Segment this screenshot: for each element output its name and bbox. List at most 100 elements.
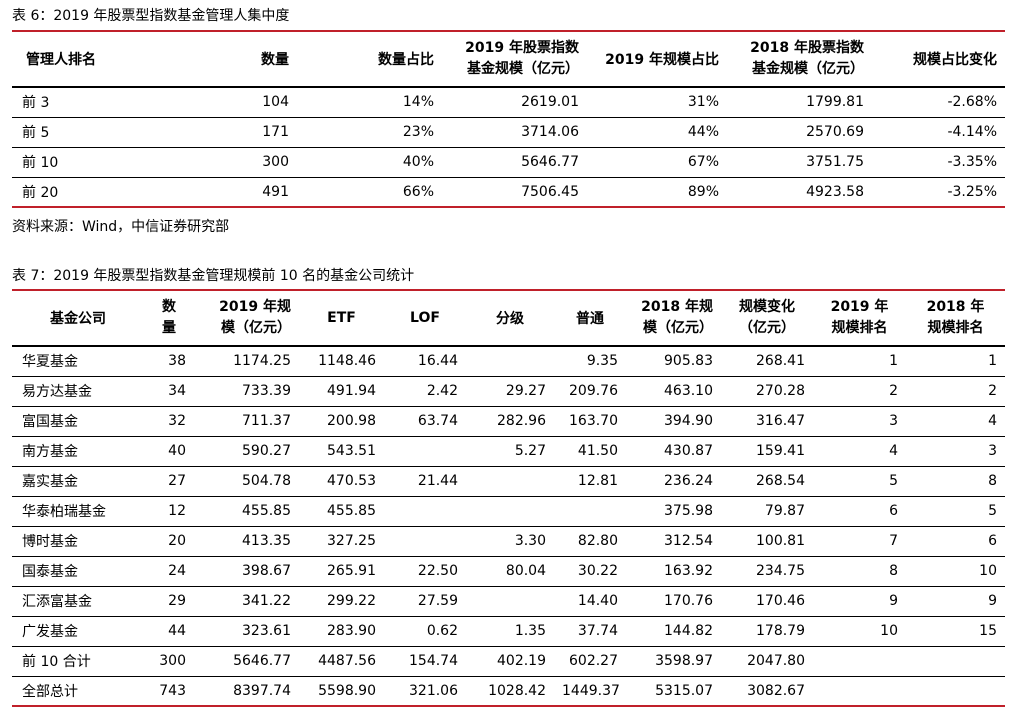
table-cell: 463.10 [664,383,713,399]
table-cell: 4487.56 [318,653,376,669]
table-cell: 3751.75 [806,154,864,170]
table-cell: 3 [988,443,997,459]
table-cell: 4923.58 [806,183,864,200]
table-cell: 6 [889,503,898,519]
table-cell: 27.59 [417,593,458,609]
table-cell: 5646.77 [521,154,579,170]
table-cell: 24 [168,563,186,579]
table-cell: 41.50 [577,443,618,459]
table-cell: 10 [979,563,997,579]
table-cell: 413.35 [242,533,291,549]
table-cell: 3598.97 [655,653,713,669]
table-cell: 2.42 [426,383,458,399]
table-row: 前 10 300 40% 5646.77 67% 3751.75 -3.35% [12,147,1005,177]
table-cell: 9 [889,593,898,609]
table-cell: 20 [168,533,186,549]
table-cell: -3.25% [947,183,997,200]
table-cell: 4 [988,413,997,429]
table-cell: -4.14% [947,124,997,140]
table-cell: 163.92 [664,563,713,579]
table-cell: 40% [402,154,434,170]
header-scale-2018-line2: 模（亿元） [643,320,713,336]
table-cell: 9.35 [586,353,618,370]
header-scale-2018-line2: 基金规模（亿元） [752,61,864,77]
table-cell: 44 [168,623,186,639]
table-cell: 37.74 [577,623,618,639]
table-cell: 171 [262,124,289,140]
table-cell: 299.22 [327,593,376,609]
table-cell: 4 [889,443,898,459]
table-cell: 200.98 [327,413,376,429]
table-cell: 10 [880,623,898,639]
header-fund-company: 基金公司 [50,311,106,327]
table-cell: 170.46 [756,593,805,609]
table-cell: 8 [889,563,898,579]
header-lof: LOF [410,310,440,326]
table-row: 广发基金 44 323.61 283.90 0.62 1.35 37.74 144.82 178… [12,616,1005,646]
table-cell: 711.37 [242,413,291,429]
header-fund-count-line2: 量 [162,320,176,336]
table-cell: 27 [168,473,186,489]
table-cell [466,496,554,526]
table-cell: 300 [159,653,186,669]
table-cell: 5315.07 [655,682,713,699]
table-cell: 全部总计 [22,683,78,700]
table-cell: 270.28 [756,383,805,399]
table-cell: 63.74 [417,413,458,429]
table-cell: 1028.42 [488,682,546,699]
table-cell: 12 [168,503,186,519]
header-scale-change-line2: （亿元） [739,320,795,336]
table-cell: 国泰基金 [22,564,78,580]
top10-fund-companies-table: 基金公司 数 量 2019 年规 模（亿元） ETF LOF 分级 普通 201… [12,289,1005,707]
header-share-2019: 2019 年规模占比 [605,52,719,68]
table-cell: 268.41 [756,353,805,370]
table-cell: 316.47 [756,413,805,429]
header-manager-rank: 管理人排名 [26,52,96,68]
table-cell: 嘉实基金 [22,474,78,490]
header-scale-2019-line2: 模（亿元） [221,320,291,336]
table-cell: 236.24 [664,473,713,489]
table-cell [384,526,466,556]
header-scale-change-line1: 规模变化 [739,299,795,315]
table-cell: 32 [168,413,186,429]
table-cell: -2.68% [947,94,997,111]
table-cell: 321.06 [409,682,458,699]
table-cell: 1148.46 [318,353,376,370]
table-cell: 905.83 [664,353,713,370]
table-cell: 7506.45 [521,183,579,200]
table-cell: 前 3 [22,95,50,112]
table-cell: 31% [687,94,719,111]
table-cell: 104 [262,94,289,111]
table-cell: 广发基金 [22,624,78,640]
header-graded: 分级 [496,311,524,327]
table-cell: 282.96 [497,413,546,429]
table-cell: 1174.25 [233,353,291,370]
table-cell: 100.81 [756,533,805,549]
table-cell: 2619.01 [521,94,579,111]
table-cell [906,676,1005,706]
table-cell: 209.76 [569,383,618,399]
table-row: 国泰基金 24 398.67 265.91 22.50 80.04 30.22 163.92 2… [12,556,1005,586]
table-cell: 前 5 [22,125,50,141]
table-cell: 34 [168,383,186,399]
table-cell: 1 [889,353,898,370]
manager-concentration-table: 管理人排名 数量 数量占比 2019 年股票指数 基金规模（亿元） 2019 年… [12,30,1005,208]
table-cell: 283.90 [327,623,376,639]
table-cell: 1799.81 [806,94,864,111]
table-row: 前 3 104 14% 2619.01 31% 1799.81 -2.68% [12,87,1005,117]
table-cell: 22.50 [417,563,458,579]
table-cell: 80.04 [505,563,546,579]
table-cell: 312.54 [664,533,713,549]
header-scale-2018-line1: 2018 年规 [641,299,713,315]
header-rank-2018-line2: 规模排名 [927,320,984,336]
table6-source-note: 资料来源：Wind，中信证券研究部 [12,219,230,235]
table-cell [466,346,554,376]
table-cell: 5598.90 [318,682,376,699]
header-scale-2018: 2018 年股票指数 基金规模（亿元） [727,31,872,87]
table-row: 富国基金 32 711.37 200.98 63.74 282.96 163.70 394.9… [12,406,1005,436]
header-rank-2019-line2: 规模排名 [831,320,888,336]
header-scale-2019-line1: 2019 年股票指数 [465,40,579,56]
table-cell: 16.44 [417,353,458,370]
table-cell: 7 [889,533,898,549]
table-cell: 1 [988,353,997,370]
